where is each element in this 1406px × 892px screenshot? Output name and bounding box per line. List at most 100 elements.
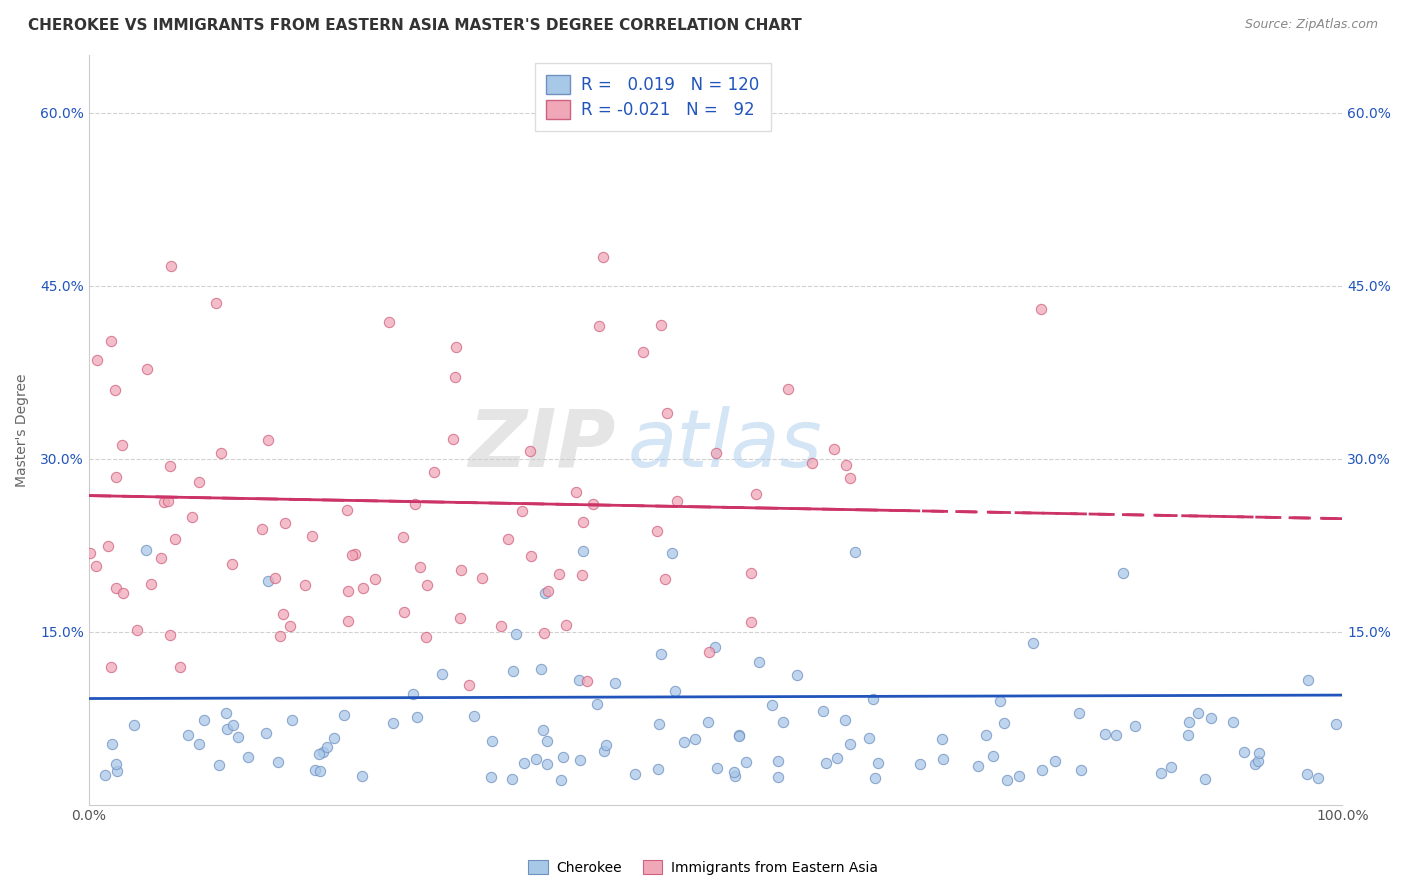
Point <box>595 738 617 752</box>
Point <box>588 318 610 333</box>
Point <box>458 678 481 692</box>
Point <box>101 737 124 751</box>
Point <box>683 731 706 746</box>
Point <box>664 684 686 698</box>
Point <box>510 504 533 518</box>
Point <box>323 731 346 745</box>
Point <box>666 494 689 508</box>
Point <box>105 470 128 484</box>
Point <box>554 618 576 632</box>
Point <box>572 544 595 558</box>
Point <box>1031 301 1053 316</box>
Point <box>697 645 720 659</box>
Text: CHEROKEE VS IMMIGRANTS FROM EASTERN ASIA MASTER'S DEGREE CORRELATION CHART: CHEROKEE VS IMMIGRANTS FROM EASTERN ASIA… <box>28 18 801 33</box>
Point <box>530 662 553 676</box>
Point <box>839 737 862 751</box>
Point <box>104 384 127 398</box>
Point <box>735 755 758 769</box>
Point <box>378 315 401 329</box>
Point <box>839 470 862 484</box>
Point <box>502 664 524 678</box>
Point <box>862 691 884 706</box>
Point <box>1067 706 1090 721</box>
Point <box>226 730 249 744</box>
Point <box>273 516 295 530</box>
Point <box>280 619 302 633</box>
Point <box>204 296 226 310</box>
Point <box>308 747 330 761</box>
Point <box>163 533 186 547</box>
Point <box>647 762 669 776</box>
Point <box>176 728 198 742</box>
Text: ZIP: ZIP <box>468 406 616 483</box>
Point <box>1112 566 1135 581</box>
Point <box>111 438 134 452</box>
Point <box>256 433 278 447</box>
Point <box>571 515 593 529</box>
Point <box>1295 767 1317 781</box>
Point <box>160 259 183 273</box>
Point <box>835 458 858 472</box>
Point <box>814 756 837 770</box>
Point <box>392 530 415 544</box>
Point <box>565 485 588 500</box>
Point <box>534 586 557 600</box>
Point <box>263 571 285 585</box>
Point <box>236 750 259 764</box>
Point <box>294 577 316 591</box>
Point <box>256 574 278 588</box>
Point <box>995 773 1018 788</box>
Point <box>337 614 360 628</box>
Point <box>704 445 727 459</box>
Point <box>333 707 356 722</box>
Point <box>1187 706 1209 721</box>
Point <box>704 640 727 654</box>
Point <box>430 667 453 681</box>
Point <box>79 545 101 559</box>
Point <box>983 749 1005 764</box>
Point <box>706 761 728 775</box>
Point <box>568 673 591 687</box>
Point <box>650 318 672 333</box>
Point <box>550 773 572 788</box>
Point <box>1194 772 1216 786</box>
Point <box>415 578 437 592</box>
Point <box>471 571 494 585</box>
Point <box>654 573 676 587</box>
Point <box>337 584 360 599</box>
Point <box>990 694 1012 708</box>
Point <box>1247 754 1270 768</box>
Point <box>740 566 762 581</box>
Point <box>135 543 157 558</box>
Point <box>444 340 467 354</box>
Point <box>1031 763 1053 777</box>
Point <box>1199 711 1222 725</box>
Point <box>582 497 605 511</box>
Point <box>450 563 472 577</box>
Point <box>159 459 181 474</box>
Point <box>776 382 799 396</box>
Point <box>575 674 598 689</box>
Point <box>404 497 426 511</box>
Point <box>730 105 752 120</box>
Point <box>519 443 541 458</box>
Text: atlas: atlas <box>628 406 823 483</box>
Point <box>813 704 835 718</box>
Point <box>553 750 575 764</box>
Point <box>531 723 554 738</box>
Point <box>1178 714 1201 729</box>
Text: Source: ZipAtlas.com: Source: ZipAtlas.com <box>1244 18 1378 31</box>
Point <box>931 732 953 747</box>
Point <box>1105 728 1128 742</box>
Point <box>748 655 770 669</box>
Point <box>1070 763 1092 777</box>
Point <box>273 607 295 622</box>
Point <box>450 611 472 625</box>
Point <box>415 630 437 644</box>
Point <box>1008 769 1031 783</box>
Point <box>858 731 880 746</box>
Point <box>728 728 751 742</box>
Point <box>1233 745 1256 759</box>
Point <box>281 713 304 727</box>
Point <box>519 549 541 563</box>
